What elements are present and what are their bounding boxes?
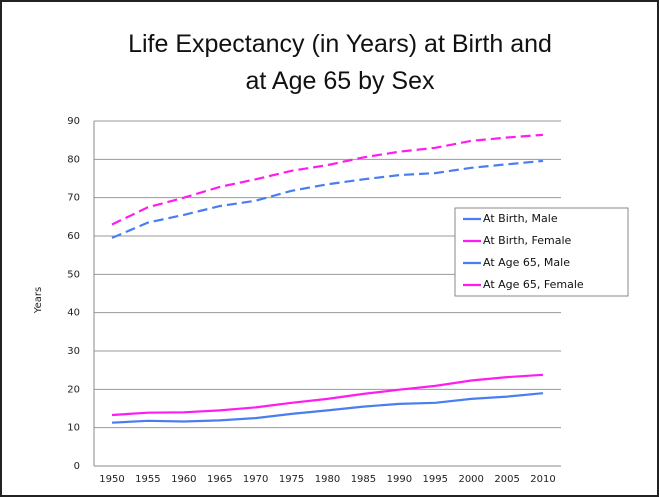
x-tick-label: 1950 (99, 474, 124, 485)
legend-box (454, 207, 629, 297)
legend-label: At Birth, Female (483, 234, 572, 247)
y-tick-label: 90 (67, 116, 80, 127)
x-tick-label: 1990 (387, 474, 412, 485)
x-tick-label: 2010 (530, 474, 555, 485)
legend-label: At Birth, Male (483, 212, 558, 225)
x-tick-label: 1975 (279, 474, 304, 485)
series-line (111, 373, 544, 417)
title-line: at Age 65 by Sex (245, 67, 435, 95)
x-tick-label: 1960 (171, 474, 196, 485)
y-tick-label: 0 (74, 461, 80, 472)
y-tick-label: 60 (67, 231, 80, 242)
legend-label: At Age 65, Male (483, 256, 570, 269)
x-tick-label: 1965 (207, 474, 232, 485)
x-tick-label: 1970 (243, 474, 268, 485)
legend-label: At Age 65, Female (483, 278, 584, 291)
y-axis-label: Years (33, 287, 44, 314)
y-tick-label: 80 (67, 154, 80, 165)
x-tick-label: 1985 (351, 474, 376, 485)
title-line: Life Expectancy (in Years) at Birth and (128, 30, 552, 58)
x-tick-label: 2000 (458, 474, 483, 485)
y-tick-label: 30 (67, 346, 80, 357)
series-line (111, 392, 544, 424)
x-tick-label: 1980 (315, 474, 340, 485)
x-tick-label: 1955 (135, 474, 160, 485)
y-tick-label: 50 (67, 269, 80, 280)
series-line (111, 133, 544, 226)
y-tick-label: 70 (67, 193, 80, 204)
y-tick-label: 40 (67, 308, 80, 319)
x-tick-label: 2005 (494, 474, 519, 485)
x-tick-label: 1995 (423, 474, 448, 485)
series-line (111, 159, 544, 239)
y-tick-label: 10 (67, 423, 80, 434)
y-tick-label: 20 (67, 384, 80, 395)
